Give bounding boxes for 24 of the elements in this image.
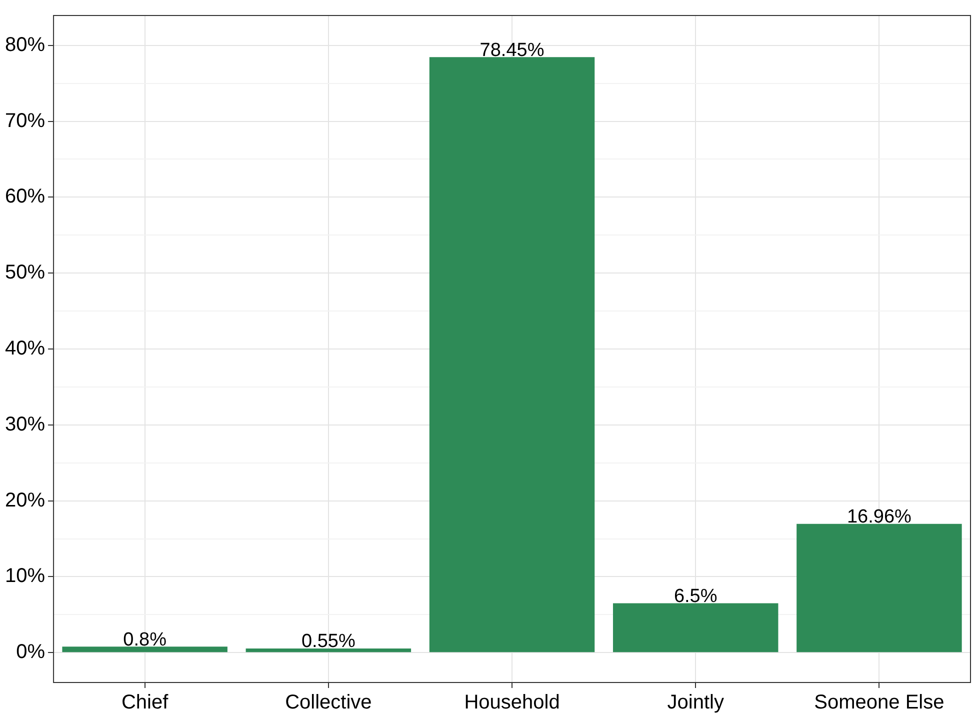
y-tick-label: 10% xyxy=(5,565,46,588)
data-label: 16.96% xyxy=(846,506,912,528)
y-tick-label: 40% xyxy=(5,338,46,360)
y-tick-label: 60% xyxy=(5,186,46,208)
y-tick-label: 50% xyxy=(5,262,46,284)
y-tick-label: 20% xyxy=(5,489,46,512)
bar xyxy=(796,524,962,652)
x-tick-label: Household xyxy=(464,692,560,714)
x-tick-label: Someone Else xyxy=(814,692,944,714)
data-label: 78.45% xyxy=(480,40,544,61)
bar xyxy=(62,646,228,652)
y-tick-label: 80% xyxy=(5,34,46,56)
bar xyxy=(429,57,595,652)
y-tick-label: 0% xyxy=(16,641,46,664)
y-tick-label: 70% xyxy=(5,110,46,132)
bar xyxy=(612,603,778,652)
bar xyxy=(246,648,412,652)
data-label: 0.55% xyxy=(301,631,356,652)
data-label: 0.8% xyxy=(123,629,167,650)
y-tick-label: 30% xyxy=(5,413,46,436)
data-label: 6.5% xyxy=(674,586,718,608)
x-tick-label: Jointly xyxy=(667,692,724,714)
x-tick-label: Chief xyxy=(121,692,169,714)
x-tick-label: Collective xyxy=(285,692,372,714)
